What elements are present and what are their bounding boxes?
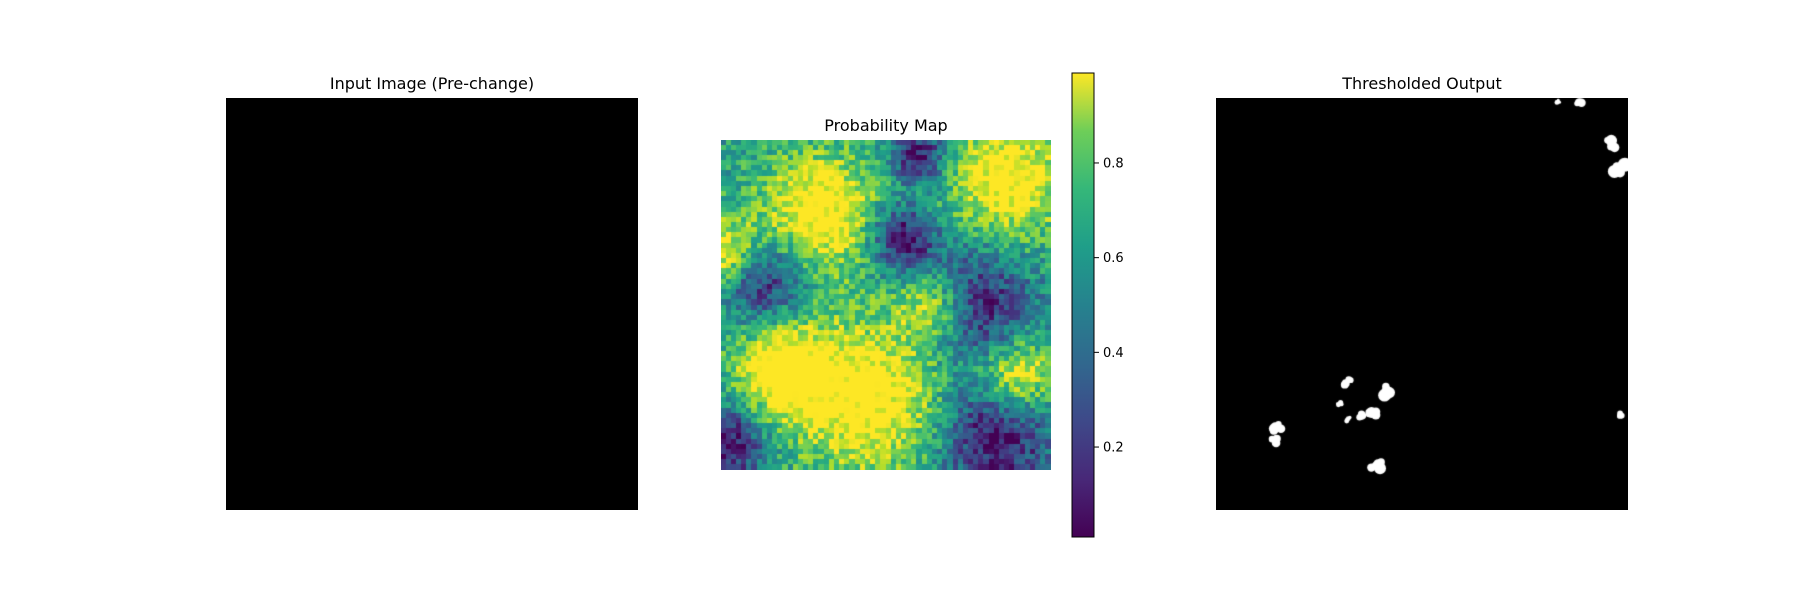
input-image [226,98,638,510]
colorbar-tick-label: 0.2 [1103,441,1124,456]
probability-heatmap [721,140,1051,470]
colorbar-tick-label: 0.8 [1103,156,1124,171]
thresholded-heatmap [1216,98,1628,510]
thresholded-output-title: Thresholded Output [1342,74,1502,93]
probability-map [721,140,1051,470]
thresholded-output [1216,98,1628,510]
colorbar-tick-label: 0.4 [1103,346,1124,361]
colorbar-ticks: 0.2 0.4 0.6 0.8 [1094,156,1124,456]
input-image-title: Input Image (Pre-change) [329,74,535,93]
probability-map-title: Probability Map [824,116,948,135]
colorbar-tick-label: 0.6 [1103,251,1124,266]
colorbar-gradient [1071,72,1095,538]
